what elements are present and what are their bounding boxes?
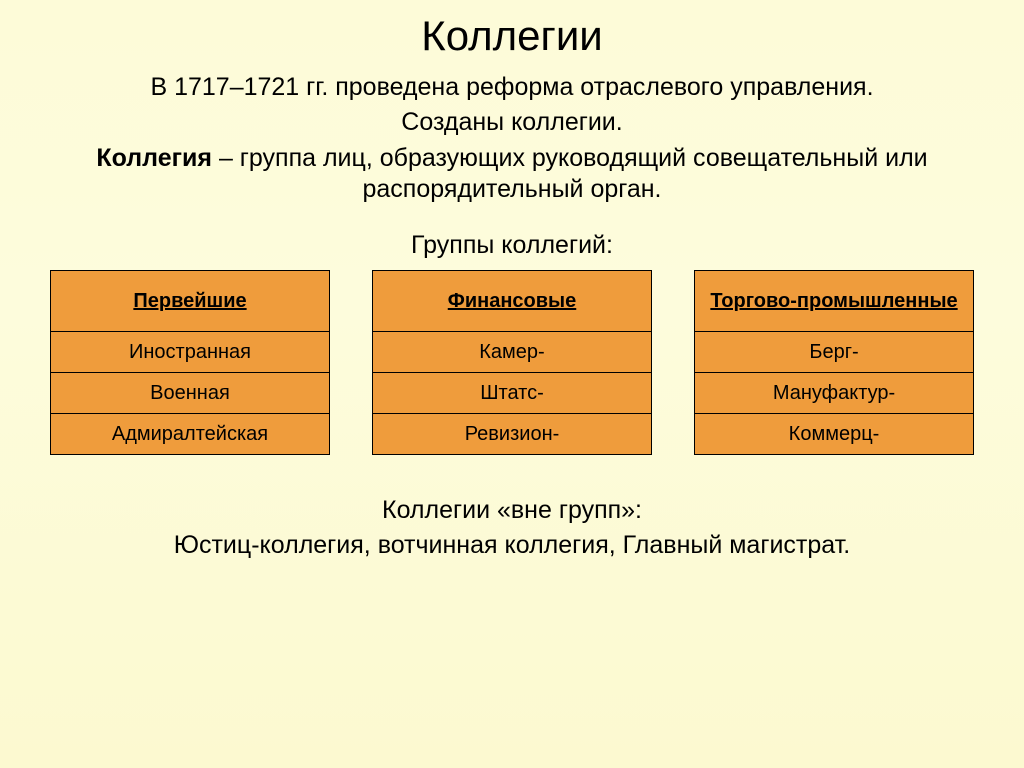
table-cell: Военная <box>51 373 330 414</box>
table-cell: Камер- <box>373 332 652 373</box>
definition-term: Коллегия <box>96 144 212 172</box>
table-financial: Финансовые Камер- Штатс- Ревизион- <box>372 270 652 455</box>
slide-container: Коллегии В 1717–1721 гг. проведена рефор… <box>0 0 1024 768</box>
table-primary: Первейшие Иностранная Военная Адмиралтей… <box>50 270 330 455</box>
footer-block: Коллегии «вне групп»: Юстиц-коллегия, во… <box>46 495 978 562</box>
table-cell: Штатс- <box>373 373 652 414</box>
table-cell: Берг- <box>695 332 974 373</box>
table-cell: Коммерц- <box>695 414 974 455</box>
table-cell: Мануфактур- <box>695 373 974 414</box>
tables-row: Первейшие Иностранная Военная Адмиралтей… <box>50 270 974 455</box>
intro-line-2: Созданы коллегии. <box>46 107 978 138</box>
definition-rest: – группа лиц, образующих руководящий сов… <box>212 144 928 203</box>
footer-line-2: Юстиц-коллегия, вотчинная коллегия, Глав… <box>46 530 978 561</box>
footer-line-1: Коллегии «вне групп»: <box>46 495 978 526</box>
table-trade: Торгово-промышленные Берг- Мануфактур- К… <box>694 270 974 455</box>
groups-label: Группы коллегий: <box>46 231 978 260</box>
table-cell: Адмиралтейская <box>51 414 330 455</box>
col-header: Финансовые <box>373 271 652 332</box>
intro-line-1: В 1717–1721 гг. проведена реформа отрасл… <box>46 72 978 103</box>
table-cell: Иностранная <box>51 332 330 373</box>
col-header: Первейшие <box>51 271 330 332</box>
slide-title: Коллегии <box>46 12 978 60</box>
definition-line: Коллегия – группа лиц, образующих руково… <box>46 143 978 206</box>
table-cell: Ревизион- <box>373 414 652 455</box>
col-header: Торгово-промышленные <box>695 271 974 332</box>
